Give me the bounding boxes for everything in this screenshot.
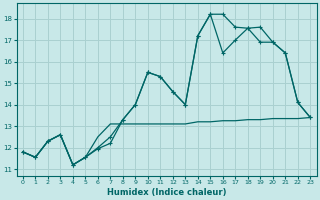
X-axis label: Humidex (Indice chaleur): Humidex (Indice chaleur) bbox=[107, 188, 226, 197]
